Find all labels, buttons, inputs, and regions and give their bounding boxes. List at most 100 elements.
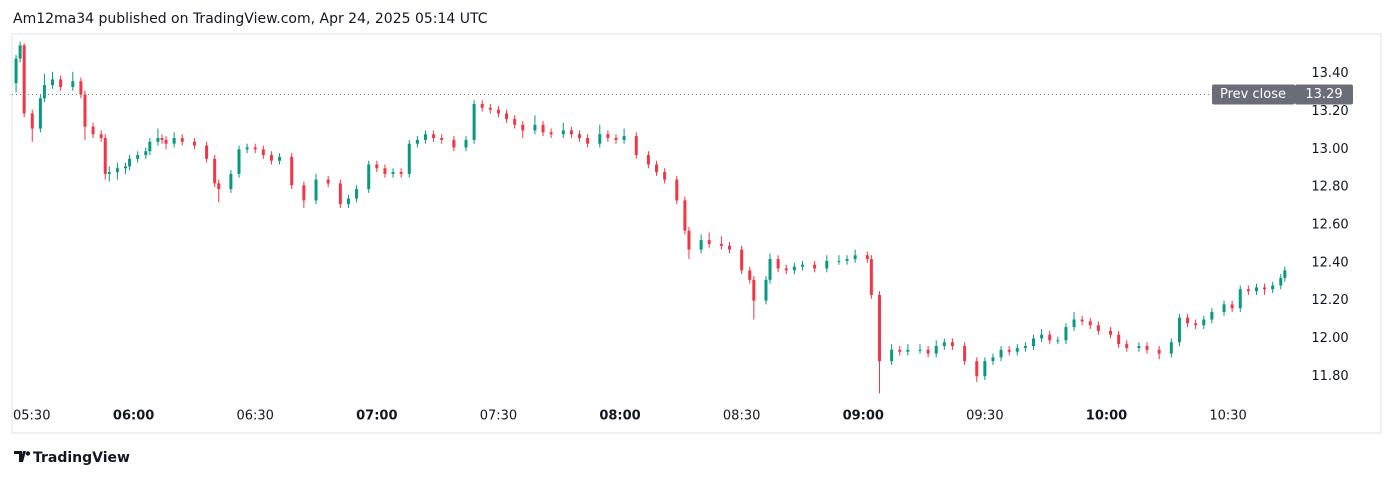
candle-body (792, 266, 796, 271)
candle-body (496, 109, 500, 114)
candle-body (407, 143, 411, 174)
candle-body (269, 155, 273, 161)
candle-body (1007, 349, 1011, 352)
candle-body (999, 349, 1003, 358)
candle-body (663, 172, 667, 180)
x-tick-label: 08:30 (723, 409, 760, 424)
candle-body (926, 349, 930, 354)
candle-body (103, 138, 107, 174)
y-tick-label: 11.80 (1311, 369, 1348, 384)
candle-body (156, 138, 160, 142)
candle-body (253, 147, 257, 150)
candle-body (869, 259, 873, 295)
candle-body (91, 126, 95, 135)
y-tick-label: 12.40 (1311, 255, 1348, 270)
candle-body (164, 139, 168, 144)
candle-body (290, 156, 294, 186)
candle-body (727, 245, 731, 250)
candle-body (302, 185, 306, 201)
x-tick-label: 10:30 (1209, 409, 1246, 424)
candle-body (480, 103, 484, 108)
candle-body (180, 138, 184, 142)
candle-body (719, 243, 723, 246)
candle-body (115, 168, 119, 173)
prev-close-value-tag (1295, 84, 1353, 105)
prev-close-value: 13.29 (1305, 87, 1342, 102)
candle-body (1238, 289, 1242, 309)
candle-body (346, 198, 350, 205)
x-tick-label: 05:30 (13, 409, 50, 424)
candle-body (415, 139, 419, 144)
x-tick-label: 07:30 (480, 409, 517, 424)
candle-body (1210, 311, 1214, 320)
candle-body (1263, 287, 1267, 290)
candle-body (205, 145, 209, 159)
y-tick-label: 13.00 (1311, 142, 1348, 157)
candle-body (505, 113, 509, 120)
candle-body (687, 230, 691, 250)
candle-body (1222, 304, 1226, 312)
candle-body (1194, 323, 1198, 326)
candle-body (784, 268, 788, 271)
prev-close-tag (1212, 84, 1295, 105)
candle-body (488, 107, 492, 110)
candle-body (655, 164, 659, 173)
candle-body (1271, 285, 1275, 290)
candle-body (464, 139, 468, 148)
candle-body (1080, 319, 1084, 322)
candle-body (14, 58, 18, 84)
candle-body (1040, 334, 1044, 339)
candle-body (1279, 277, 1283, 286)
candle-body (440, 138, 444, 140)
candle-body (1117, 334, 1121, 345)
candle-body (533, 124, 537, 131)
candle-body (776, 259, 780, 269)
candle-body (314, 179, 318, 201)
candle-body (1072, 319, 1076, 328)
candle-body (124, 166, 128, 169)
candle-body (136, 155, 140, 159)
y-tick-label: 13.40 (1311, 66, 1348, 81)
candle-body (423, 134, 427, 140)
candle-body (837, 260, 841, 262)
candle-body (748, 270, 752, 280)
y-tick-label: 12.80 (1311, 180, 1348, 195)
candle-body (634, 136, 638, 156)
candle-body (569, 130, 573, 135)
candle-body (898, 349, 902, 352)
candle-body (1088, 321, 1092, 326)
candle-body (1145, 346, 1149, 350)
candle-body (1109, 330, 1113, 335)
candle-body (1246, 289, 1250, 292)
candle-body (699, 240, 703, 250)
candle-body (42, 85, 46, 99)
candle-body (800, 264, 804, 267)
candle-body (975, 361, 979, 377)
candle-body (606, 134, 610, 139)
candles (14, 41, 1287, 394)
candle-body (229, 173, 233, 190)
candle-body (245, 147, 249, 150)
header: Am12ma34 published on TradingView.com, A… (13, 11, 488, 27)
candle-body (375, 164, 379, 169)
candle-body (906, 349, 910, 352)
candle-body (675, 179, 679, 201)
candle-body (1202, 319, 1206, 326)
candle-body (983, 361, 987, 377)
candle-body (918, 349, 922, 351)
candle-body (217, 183, 221, 190)
candle-body (213, 158, 217, 184)
candle-body (172, 138, 176, 144)
candle-body (326, 179, 330, 184)
y-tick-label: 12.60 (1311, 217, 1348, 232)
candle-body (1056, 340, 1060, 342)
candle-body (877, 294, 881, 362)
candle-body (991, 357, 995, 362)
x-tick-label: 07:00 (356, 409, 397, 424)
y-tick-label: 12.20 (1311, 293, 1348, 308)
candle-body (71, 81, 75, 87)
candle-body (890, 349, 894, 362)
candle-body (1032, 338, 1036, 347)
